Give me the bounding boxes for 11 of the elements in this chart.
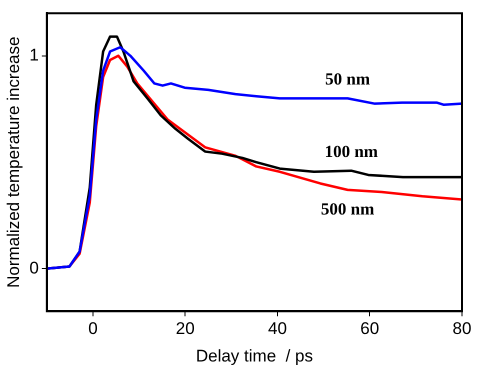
series-label: 500 nm (320, 199, 374, 218)
y-axis-title: Normalized temperature increase (4, 36, 23, 288)
x-axis-title: Delay time / ps (196, 346, 314, 366)
x-tick-label: 20 (176, 319, 195, 338)
x-tick-label: 40 (268, 319, 287, 338)
y-tick-label: 1 (29, 45, 39, 64)
x-tick-label: 60 (360, 319, 380, 338)
x-tick-label: 80 (452, 319, 472, 338)
series-label: 50 nm (325, 70, 370, 89)
x-tick-label: 0 (88, 319, 98, 338)
series-label: 100 nm (324, 142, 378, 162)
